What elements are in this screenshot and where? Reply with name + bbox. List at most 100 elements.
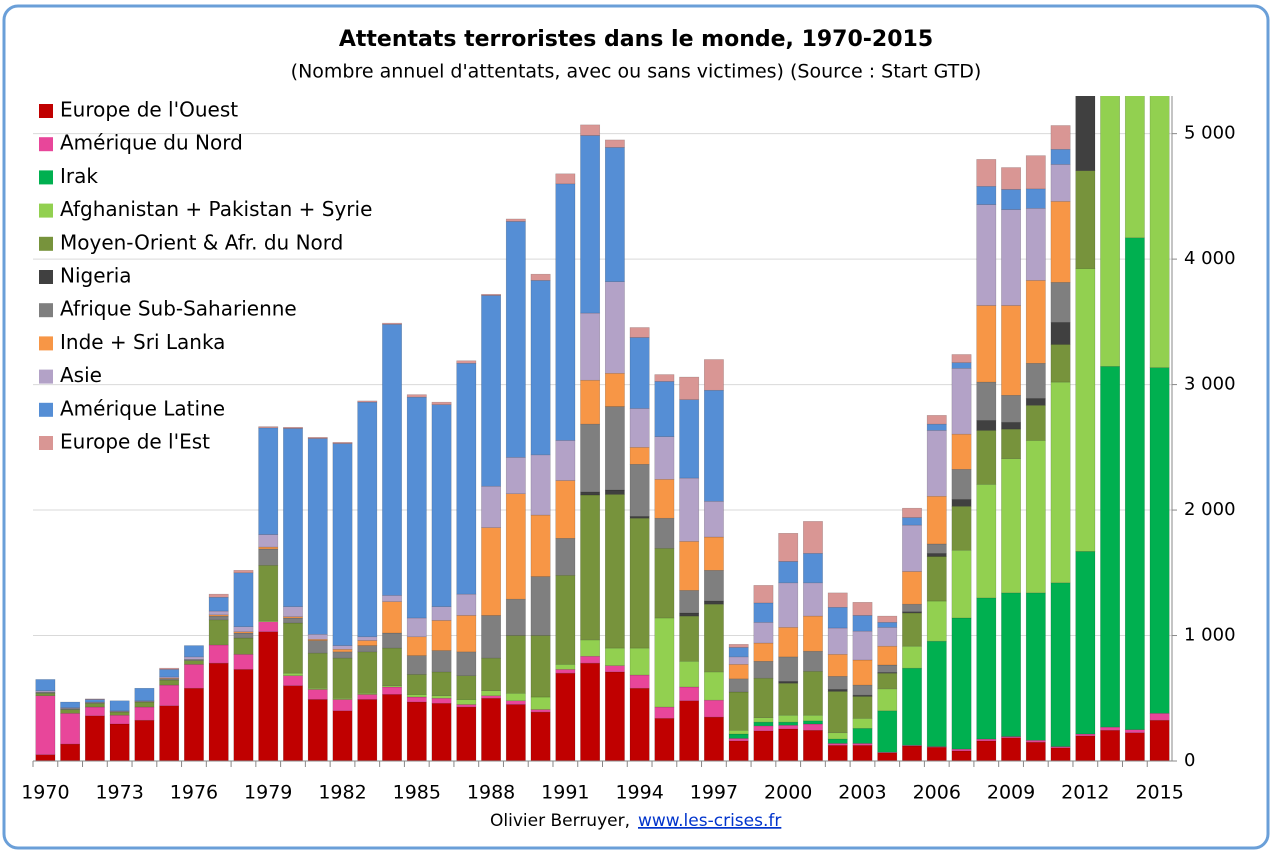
bar-segment bbox=[233, 572, 254, 627]
bar-segment bbox=[679, 590, 700, 614]
bar-segment bbox=[976, 381, 997, 421]
legend-swatch bbox=[39, 203, 53, 218]
bar-segment bbox=[753, 661, 774, 679]
bar-segment bbox=[555, 664, 576, 670]
bar-segment bbox=[803, 714, 823, 722]
bar-segment bbox=[753, 602, 774, 623]
legend-label: Asie bbox=[60, 363, 102, 387]
bar-segment bbox=[357, 401, 378, 638]
bar-segment bbox=[629, 337, 650, 409]
bar-segment bbox=[753, 622, 774, 644]
x-tick-label: 1991 bbox=[541, 782, 589, 804]
bar-segment bbox=[406, 694, 427, 698]
bar-segment bbox=[109, 700, 130, 712]
bar-segment bbox=[233, 626, 254, 633]
bar-segment bbox=[753, 721, 774, 727]
bar-segment bbox=[654, 617, 675, 708]
bar-segment bbox=[803, 671, 823, 716]
bar-segment bbox=[728, 738, 749, 742]
bar-segment bbox=[679, 541, 700, 591]
bar-segment bbox=[481, 293, 501, 296]
bar-segment bbox=[159, 667, 180, 670]
bar-segment bbox=[258, 565, 279, 621]
bar-segment bbox=[109, 710, 130, 712]
bar-segment bbox=[406, 655, 427, 675]
bar-segment bbox=[976, 740, 997, 762]
bar-segment bbox=[134, 687, 155, 702]
bar-segment bbox=[852, 745, 873, 762]
bar-segment bbox=[283, 672, 303, 676]
bar-segment bbox=[604, 489, 625, 495]
bar-segment bbox=[1050, 582, 1071, 747]
bar-segment bbox=[951, 750, 972, 762]
bar-segment bbox=[679, 477, 700, 542]
bar-segment bbox=[852, 694, 873, 697]
bar-segment bbox=[283, 622, 303, 674]
bar-segment bbox=[629, 687, 650, 762]
bar-segment bbox=[481, 695, 501, 699]
bar-segment bbox=[456, 706, 477, 762]
bar-segment bbox=[1050, 344, 1071, 383]
bar-segment bbox=[852, 630, 873, 661]
bar-segment bbox=[629, 408, 650, 448]
bar-segment bbox=[679, 700, 700, 762]
bar-segment bbox=[307, 639, 328, 641]
bar-segment bbox=[604, 139, 625, 148]
bar-segment bbox=[357, 636, 378, 641]
bar-segment bbox=[84, 703, 105, 708]
bar-segment bbox=[629, 516, 650, 519]
bar-segment bbox=[1075, 268, 1096, 552]
bar-segment bbox=[60, 709, 81, 714]
bar-segment bbox=[406, 636, 427, 656]
bar-segment bbox=[902, 507, 922, 518]
bar-segment bbox=[456, 704, 477, 708]
bar-segment bbox=[1075, 551, 1096, 735]
bar-segment bbox=[728, 730, 749, 735]
bar-segment bbox=[679, 615, 700, 662]
bar-segment bbox=[184, 660, 204, 665]
source-author: Olivier Berruyer, bbox=[490, 811, 630, 831]
source-link[interactable]: www.les-crises.fr bbox=[638, 811, 781, 831]
bar-segment bbox=[233, 669, 254, 762]
x-tick-label: 1979 bbox=[244, 782, 292, 804]
legend-label: Irak bbox=[60, 164, 98, 188]
x-tick-label: 1997 bbox=[690, 782, 738, 804]
bar-segment bbox=[778, 682, 799, 716]
bar-segment bbox=[827, 745, 848, 762]
bar-segment bbox=[976, 204, 997, 306]
bar-segment bbox=[382, 647, 402, 686]
bar-segment bbox=[778, 681, 799, 684]
bar-segment bbox=[109, 723, 130, 762]
legend-swatch bbox=[39, 170, 53, 185]
bar-segment bbox=[629, 517, 650, 649]
bar-segment bbox=[481, 485, 501, 528]
bar-segment bbox=[654, 517, 675, 549]
bar-segment bbox=[629, 464, 650, 517]
bar-segment bbox=[332, 710, 353, 762]
bar-segment bbox=[926, 556, 947, 602]
bar-segment bbox=[704, 359, 724, 391]
bar-segment bbox=[1124, 729, 1145, 734]
y-tick-label: 3 000 bbox=[1184, 374, 1236, 395]
y-tick-label: 5 000 bbox=[1184, 123, 1236, 144]
bar-segment bbox=[505, 218, 526, 222]
bar-segment bbox=[778, 561, 799, 584]
bar-segment bbox=[481, 615, 501, 659]
bar-segment bbox=[481, 527, 501, 616]
bar-segment bbox=[580, 494, 601, 641]
bar-segment bbox=[1001, 167, 1021, 190]
bar-segment bbox=[307, 634, 328, 640]
legend-swatch bbox=[39, 402, 53, 417]
bar-segment bbox=[382, 322, 402, 325]
bar-segment bbox=[827, 732, 848, 740]
bar-segment bbox=[877, 664, 898, 673]
bar-segment bbox=[951, 362, 972, 369]
bar-segment bbox=[1050, 322, 1071, 345]
bar-segment bbox=[629, 647, 650, 676]
bar-segment bbox=[951, 354, 972, 363]
bar-segment bbox=[902, 517, 922, 526]
x-tick-label: 1976 bbox=[170, 782, 218, 804]
bar-segment bbox=[926, 600, 947, 642]
bar-segment bbox=[431, 404, 452, 607]
bar-segment bbox=[778, 724, 799, 730]
